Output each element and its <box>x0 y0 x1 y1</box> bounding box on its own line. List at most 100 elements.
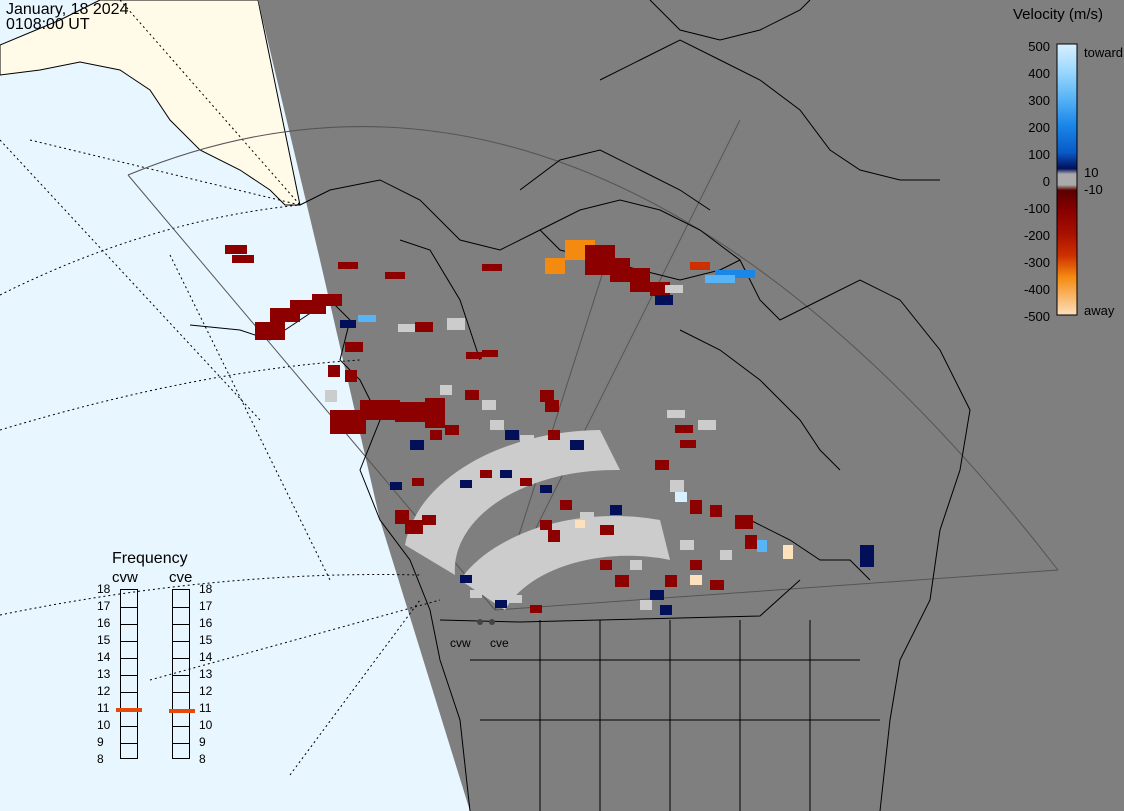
echo-cell <box>610 505 622 515</box>
echo-cell <box>655 295 673 305</box>
colorbar-tick-label: 300 <box>1028 93 1050 108</box>
frequency-scale-label: 8 <box>199 752 206 766</box>
site-label-cvw: cvw <box>450 636 471 650</box>
day-land <box>0 0 301 206</box>
frequency-scale-label: 10 <box>97 718 111 732</box>
frequency-scale-label: 16 <box>97 616 111 630</box>
echo-cell <box>470 590 482 598</box>
colorbar-tick-label: 0 <box>1042 174 1050 189</box>
echo-cell <box>425 398 445 428</box>
frequency-title: Frequency <box>112 550 188 567</box>
echo-cell <box>665 575 677 587</box>
echo-cell <box>690 575 702 585</box>
echo-cell <box>665 285 683 293</box>
echo-cell <box>610 258 630 282</box>
echo-cell <box>466 352 482 359</box>
echo-cell <box>398 324 416 332</box>
echo-cell <box>232 255 254 263</box>
frequency-cell-divider <box>173 726 189 727</box>
frequency-cell-divider <box>173 607 189 608</box>
frequency-cell-divider <box>121 692 137 693</box>
echo-cell <box>480 565 492 573</box>
frequency-scale-label: 12 <box>97 684 111 698</box>
echo-cell <box>447 318 465 330</box>
echo-cell <box>745 535 757 549</box>
echo-cell <box>338 262 358 269</box>
echo-cell <box>560 500 572 510</box>
colorbar-toward-label: toward <box>1084 45 1124 60</box>
echo-cell <box>430 500 444 512</box>
echo-cell <box>345 342 363 352</box>
colorbar-tick-label: -500 <box>1023 309 1050 324</box>
frequency-scale-cve <box>172 589 190 759</box>
echo-cell <box>325 390 337 402</box>
frequency-scale-label: 18 <box>97 582 111 596</box>
frequency-cell-divider <box>173 658 189 659</box>
echo-cell <box>460 575 472 583</box>
frequency-scale-label: 13 <box>97 667 111 681</box>
echo-cell <box>710 505 722 517</box>
frequency-cell-divider <box>121 658 137 659</box>
colorbar-tick-label: 400 <box>1028 66 1050 81</box>
echo-cell <box>495 600 507 608</box>
echo-cell <box>390 482 402 490</box>
lat-lon-grid <box>0 0 441 776</box>
echo-cell <box>860 545 874 567</box>
echo-cell <box>450 510 464 522</box>
frequency-scale-label: 14 <box>97 650 111 664</box>
frequency-cell-divider <box>121 607 137 608</box>
echo-cell <box>690 560 702 570</box>
echo-cell <box>520 435 534 445</box>
colorbar-tick-label: -100 <box>1023 201 1050 216</box>
colorbar-plus-threshold: 10 <box>1084 165 1099 180</box>
echo-cell <box>655 460 669 470</box>
colorbar-title: Velocity (m/s) <box>1013 6 1104 23</box>
echo-cell <box>548 530 560 542</box>
echo-cell <box>667 410 685 418</box>
site-marker-cve <box>489 619 495 625</box>
echo-cell <box>445 425 459 435</box>
echo-cell <box>580 512 594 522</box>
frequency-scale-label: 9 <box>97 735 104 749</box>
frequency-cell-divider <box>173 624 189 625</box>
frequency-scale-label: 14 <box>199 650 213 664</box>
echo-cell <box>570 440 584 450</box>
colorbar-away-label: away <box>1084 303 1115 318</box>
frequency-scale-label: 12 <box>199 684 213 698</box>
echo-cell <box>440 385 452 395</box>
frequency-cell-divider <box>121 743 137 744</box>
echo-cell <box>690 262 710 270</box>
frequency-scale-label: 10 <box>199 718 213 732</box>
echo-cell <box>675 492 687 502</box>
echo-cell <box>540 520 552 530</box>
echo-cell <box>670 480 684 492</box>
echo-cell <box>415 322 433 332</box>
echo-cell <box>360 400 400 420</box>
frequency-scale-label: 15 <box>97 633 111 647</box>
frequency-scale-label: 15 <box>199 633 213 647</box>
echo-cell <box>430 430 442 440</box>
echo-cell <box>545 400 559 412</box>
echo-cell <box>615 575 629 587</box>
frequency-scale-label: 13 <box>199 667 213 681</box>
echo-cell <box>720 550 732 560</box>
echo-cell <box>358 315 376 322</box>
echo-cell <box>660 605 672 615</box>
frequency-cell-divider <box>173 641 189 642</box>
site-label-cve: cve <box>490 636 509 650</box>
echo-cell <box>482 400 496 410</box>
echo-cell <box>412 478 424 486</box>
frequency-scale-label: 18 <box>199 582 213 596</box>
echo-cell <box>586 432 598 442</box>
echo-cell <box>757 540 767 552</box>
colorbar-tick-label: 500 <box>1028 39 1050 54</box>
echo-cell <box>520 478 532 486</box>
colorbar-tick-label: -400 <box>1023 282 1050 297</box>
echo-cell <box>690 500 702 514</box>
velocity-colorbar <box>1056 43 1078 316</box>
echo-cell <box>630 268 650 292</box>
echo-cell <box>600 560 612 570</box>
frequency-cell-divider <box>173 743 189 744</box>
echo-cell <box>783 545 793 559</box>
